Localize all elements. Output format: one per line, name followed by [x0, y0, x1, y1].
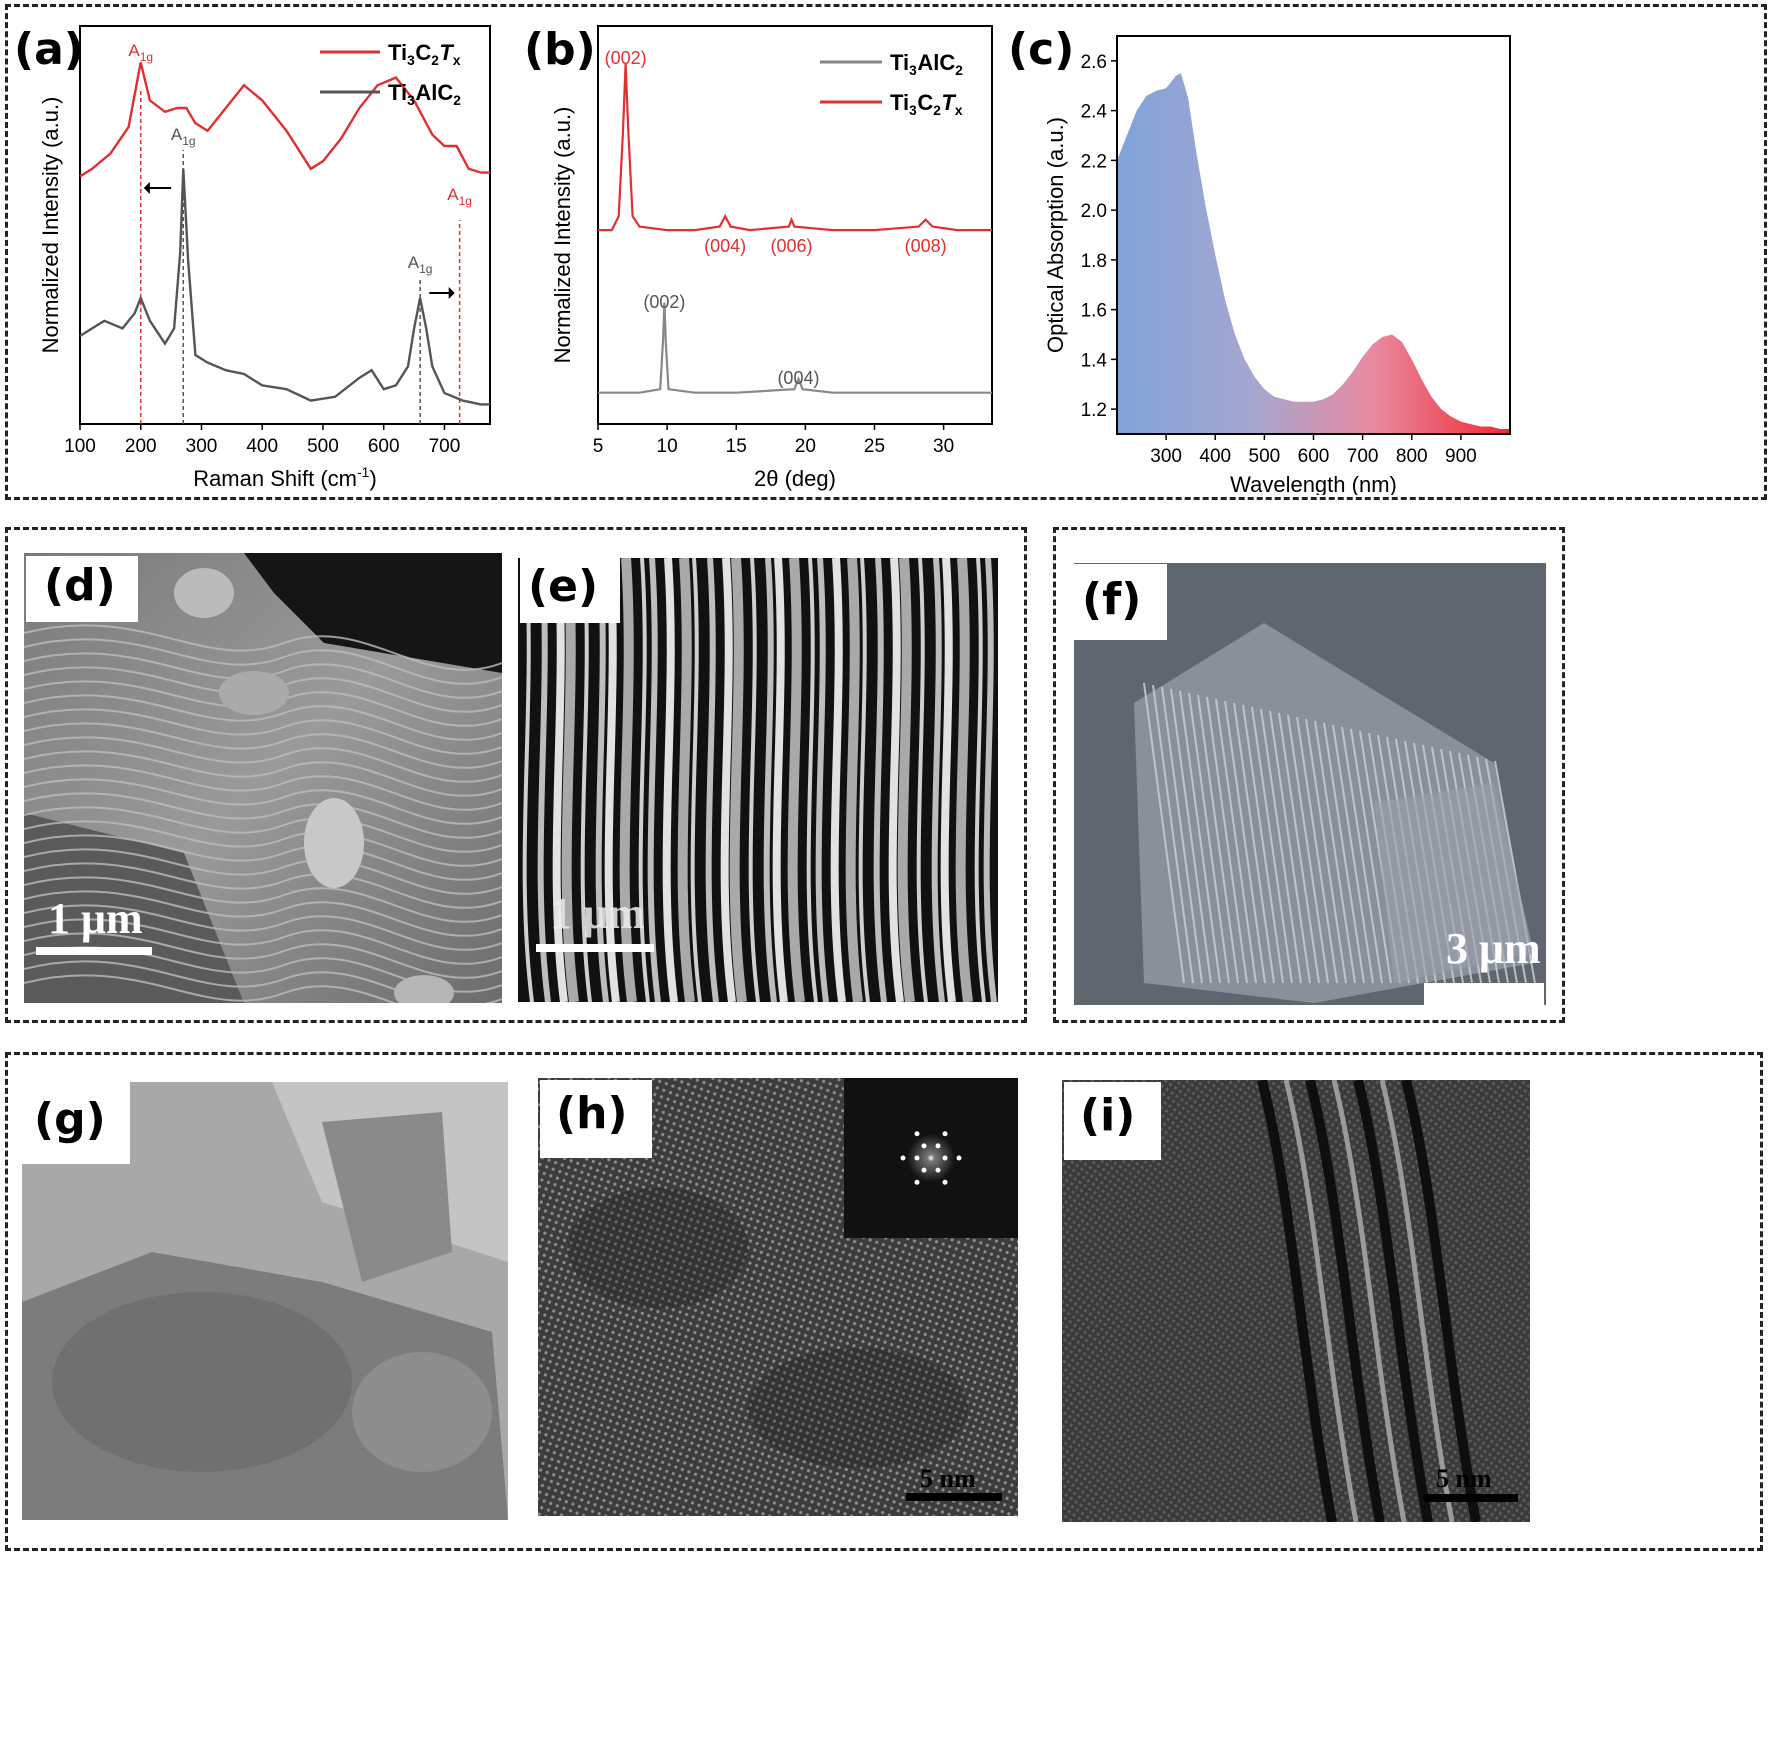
top-row-frame [5, 4, 1767, 500]
panel-f-label: (f) [1074, 564, 1168, 640]
raman-y-axis-label: Normalized Intensity (a.u.) [38, 97, 63, 354]
xrd-peak-label: (006) [771, 236, 813, 256]
panel-d-scalebar-label: 1 μm [48, 894, 143, 943]
xrd-peak-label: (004) [704, 236, 746, 256]
xrd-peak-label: (002) [605, 48, 647, 68]
xrd-x-tick-label: 30 [933, 436, 954, 457]
raman-x-tick-label: 600 [368, 436, 400, 457]
sem-accordion-image [1074, 563, 1546, 1005]
raman-shift-arrow-head [143, 182, 150, 194]
panel-d-sem-image: 1 μm [24, 553, 502, 1003]
absorption-y-tick-label: 2.2 [1081, 151, 1107, 172]
raman-legend-label: Ti3 AlC2 [388, 80, 461, 108]
panel-a-label: (a) [14, 24, 84, 75]
tem-flake-image [22, 1082, 508, 1520]
xrd-x-axis-label: 2θ (deg) [754, 466, 836, 491]
absorption-x-tick-label: 900 [1445, 446, 1477, 467]
raman-x-tick-label: 200 [125, 436, 157, 457]
hrtem-layers-image [1062, 1080, 1530, 1522]
raman-x-tick-label: 300 [186, 436, 218, 457]
raman-shift-arrow-head [448, 287, 455, 299]
hrtem-lattice-image [538, 1078, 1018, 1516]
raman-series-line [79, 168, 490, 406]
raman-x-axis-label: Raman Shift (cm-1) [193, 464, 377, 491]
xrd-legend-label: Ti3 AlC2 [890, 50, 963, 78]
xrd-peak-label: (008) [905, 236, 947, 256]
absorption-chart-svg: 300 400 500 600 700 800 900 1.2 1.4 1.6 1.8 2.0 2.2 2… [1043, 35, 1511, 495]
raman-x-tick-label: 100 [64, 436, 96, 457]
panel-c-label: (c) [1008, 24, 1075, 75]
sem-layered-image [24, 553, 502, 1003]
absorption-x-axis-label: Wavelength (nm) [1230, 472, 1397, 495]
panel-c-absorption-chart: 300 400 500 600 700 800 900 1.2 1.4 1.6 1.8 2.0 2.2 2… [1005, 10, 1760, 495]
xrd-series-line [598, 302, 992, 394]
raman-series-line [79, 62, 490, 178]
absorption-x-tick-label: 700 [1347, 446, 1379, 467]
panel-e-scalebar-label: 1 μm [550, 889, 645, 938]
xrd-legend-label: Ti3 C2 Tx [890, 90, 963, 118]
xrd-x-tick-label: 20 [795, 436, 816, 457]
bottom-row-frame [5, 1052, 1763, 1551]
raman-x-tick-label: 500 [307, 436, 339, 457]
raman-x-tick-label: 400 [246, 436, 278, 457]
panel-f-scalebar-label: 3 μm [1446, 924, 1541, 973]
panel-b-label: (b) [524, 24, 596, 75]
raman-peak-label: A1g [171, 125, 196, 148]
xrd-series-line [598, 63, 992, 232]
panel-h-hrtem-image: 5 nm [538, 1078, 1018, 1516]
panel-i-scalebar-label: 5 nm [1436, 1464, 1492, 1493]
raman-peak-label: A1g [447, 185, 472, 208]
xrd-y-axis-label: Normalized Intensity (a.u.) [550, 107, 575, 364]
xrd-x-tick-label: 25 [864, 436, 885, 457]
raman-legend-label: Ti3 C2 Tx [388, 40, 461, 68]
absorption-y-tick-label: 2.0 [1081, 201, 1107, 222]
xrd-chart-svg: (002) (004) (006) (008) (002) (004) Ti3 AlC2 T… [550, 25, 993, 491]
panel-h-label: (h) [540, 1080, 652, 1158]
xrd-x-tick-label: 15 [726, 436, 747, 457]
raman-plot-frame [79, 25, 491, 425]
absorption-y-tick-label: 1.4 [1081, 350, 1108, 371]
xrd-x-tick-label: 5 [593, 436, 604, 457]
panel-g-label: (g) [22, 1082, 130, 1164]
absorption-y-tick-label: 1.6 [1081, 301, 1107, 322]
absorption-y-tick-label: 1.8 [1081, 251, 1107, 272]
absorption-y-tick-label: 2.6 [1081, 52, 1107, 73]
panel-d-label: (d) [26, 556, 138, 622]
absorption-y-tick-label: 1.2 [1081, 400, 1107, 421]
panel-i-label: (i) [1064, 1082, 1162, 1160]
raman-peak-label: A1g [128, 41, 153, 64]
absorption-y-axis-label: Optical Absorption (a.u.) [1043, 117, 1068, 353]
panel-e-sem-image: 1 μm [518, 558, 998, 1002]
xrd-peak-label: (002) [643, 292, 685, 312]
absorption-x-tick-label: 300 [1150, 446, 1182, 467]
raman-x-tick-label: 700 [429, 436, 461, 457]
panel-g-tem-image [22, 1082, 508, 1520]
panel-h-scalebar-label: 5 nm [920, 1464, 976, 1493]
absorption-area [1117, 73, 1510, 435]
raman-peak-label: A1g [408, 253, 433, 276]
raman-chart-svg: A1g A1g A1g A1g Ti3 C2 Tx Ti3 AlC2 100 200 300… [38, 25, 491, 491]
middle-left-frame [5, 527, 1027, 1023]
panel-b-xrd-chart: (002) (004) (006) (008) (002) (004) Ti3 AlC2 T… [520, 10, 1000, 495]
xrd-peak-label: (004) [777, 368, 819, 388]
absorption-x-tick-label: 800 [1396, 446, 1428, 467]
panel-e-label: (e) [520, 557, 621, 623]
absorption-x-tick-label: 500 [1249, 446, 1281, 467]
panel-i-hrtem-image: 5 nm [1062, 1080, 1530, 1522]
panel-a-raman-chart: A1g A1g A1g A1g Ti3 C2 Tx Ti3 AlC2 100 200 300… [10, 10, 515, 495]
absorption-y-tick-label: 2.4 [1081, 102, 1108, 123]
middle-right-frame [1053, 527, 1565, 1023]
absorption-x-tick-label: 400 [1199, 446, 1231, 467]
panel-f-sem-image: 3 μm [1074, 563, 1546, 1005]
xrd-x-tick-label: 10 [657, 436, 678, 457]
xrd-plot-frame [597, 25, 993, 425]
absorption-x-tick-label: 600 [1298, 446, 1330, 467]
